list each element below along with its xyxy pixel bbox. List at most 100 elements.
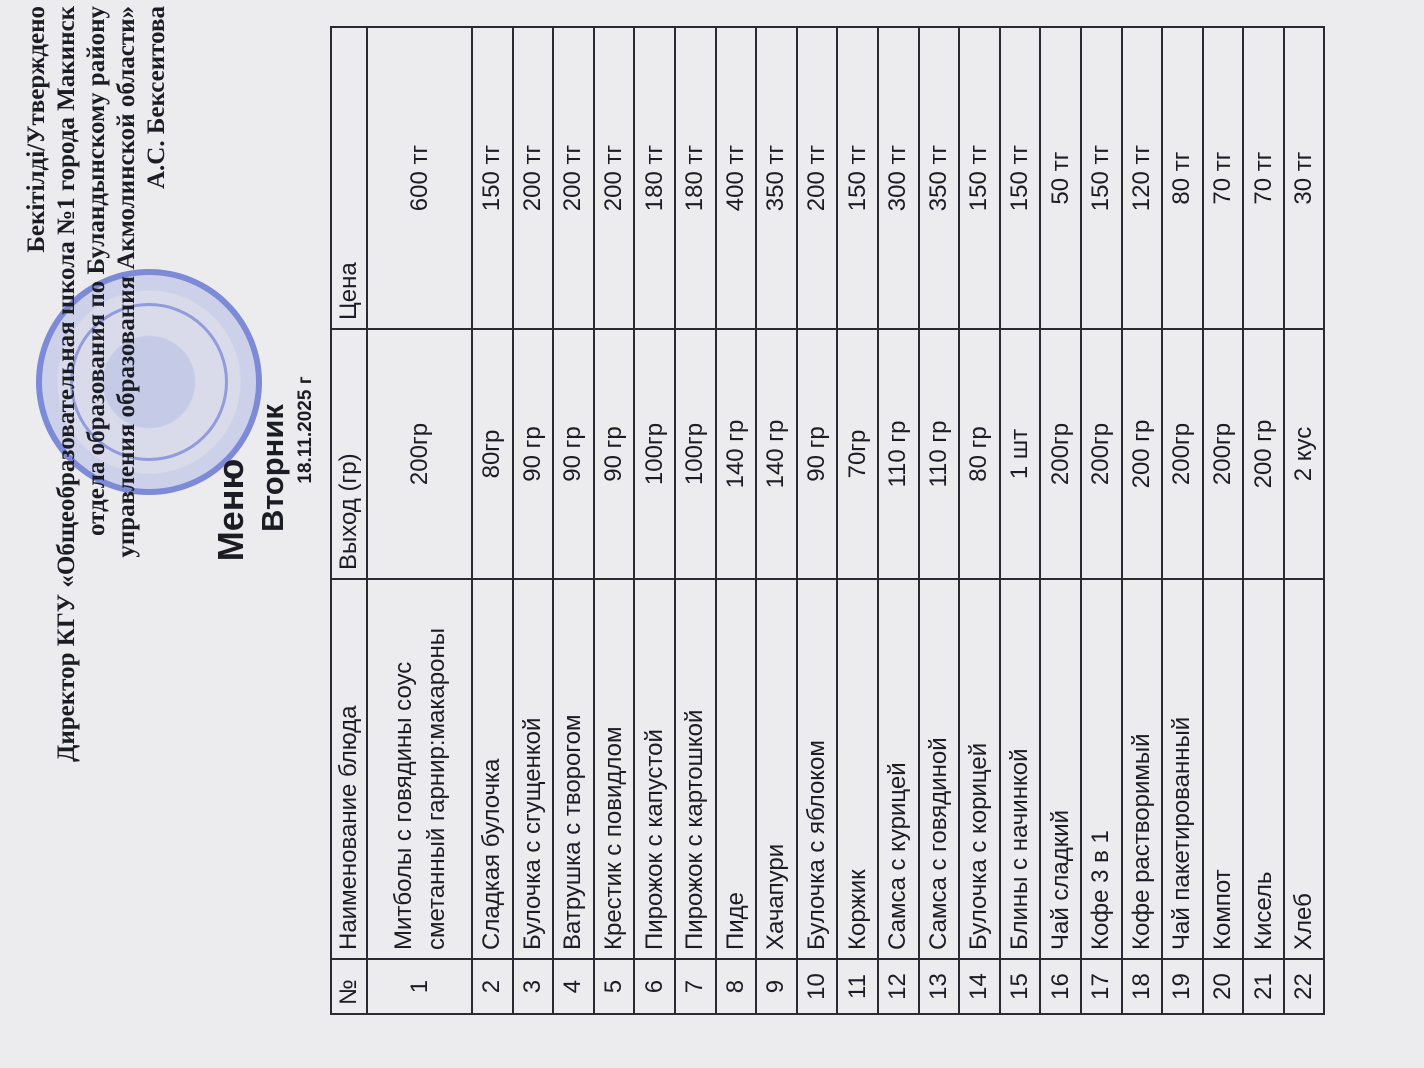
row-number: 6 (634, 959, 675, 1014)
price: 150 тг (472, 27, 513, 329)
row-number: 13 (918, 959, 960, 1014)
portion: 200гр (1202, 329, 1244, 579)
price: 80 тг (1162, 27, 1203, 329)
table-row: 13 Самса с говядиной 110 гр 350 тг (918, 27, 960, 1014)
dish-name: Булочка с корицей (959, 579, 1000, 959)
table-row: 1 Митболы с говядины соус сметанный гарни… (367, 27, 472, 1014)
price: 70 тг (1243, 27, 1284, 329)
dish-name: Ватрушка с творогом (553, 579, 594, 959)
portion: 200 гр (1121, 329, 1163, 579)
date: 18.11.2025 г (295, 376, 316, 484)
dish-name: Пиде (715, 579, 757, 959)
dish-name: Пирожок с картошкой (674, 579, 716, 959)
price: 50 тг (1040, 27, 1081, 329)
dish-name: Кисель (1243, 579, 1284, 959)
row-number: 21 (1243, 959, 1284, 1014)
row-number: 15 (999, 959, 1041, 1014)
portion: 80гр (472, 329, 513, 579)
title: Меню (210, 458, 251, 562)
row-number: 9 (756, 959, 797, 1014)
row-number: 19 (1162, 959, 1203, 1014)
portion: 200гр (1162, 329, 1203, 579)
portion: 90 гр (512, 329, 554, 579)
portion: 200 гр (1243, 329, 1284, 579)
row-number: 4 (553, 959, 594, 1014)
table-row: 15 Блины с начинкой 1 шт 150 тг (999, 27, 1041, 1014)
price: 30 тг (1283, 27, 1325, 329)
dish-name: Блины с начинкой (999, 579, 1041, 959)
table-row: 3 Булочка с сгущенкой 90 гр 200 тг (512, 27, 554, 1014)
portion: 200гр (367, 329, 472, 579)
table-row: 9 Хачапури 140 гр 350 тг (756, 27, 797, 1014)
signature: А.С. Бексеитова (143, 6, 170, 189)
row-number: 1 (367, 959, 472, 1014)
price: 120 тг (1121, 27, 1163, 329)
table-row: 5 Крестик с повидлом 90 гр 200 тг (593, 27, 635, 1014)
table-row: 8 Пиде 140 гр 400 тг (715, 27, 757, 1014)
dish-name: Чай пакетированный (1162, 579, 1203, 959)
dish-name: Митболы с говядины соус сметанный гарнир… (367, 579, 472, 959)
price: 150 тг (959, 27, 1000, 329)
dish-name: Сладкая булочка (472, 579, 513, 959)
portion: 100гр (674, 329, 716, 579)
portion: 90 гр (796, 329, 838, 579)
portion: 70гр (837, 329, 878, 579)
row-number: 12 (877, 959, 919, 1014)
price: 350 тг (918, 27, 960, 329)
portion: 140 гр (756, 329, 797, 579)
table-row: 16 Чай сладкий 200гр 50 тг (1040, 27, 1081, 1014)
table-row: 2 Сладкая булочка 80гр 150 тг (472, 27, 513, 1014)
row-number: 3 (512, 959, 554, 1014)
dish-name: Кофе растворимый (1121, 579, 1163, 959)
price: 180 тг (674, 27, 716, 329)
row-number: 7 (674, 959, 716, 1014)
dish-name: Самса с говядиной (918, 579, 960, 959)
table-row: 22 Хлеб 2 кус 30 тг (1283, 27, 1325, 1014)
row-number: 17 (1080, 959, 1122, 1014)
portion: 80 гр (959, 329, 1000, 579)
table-row: 19 Чай пакетированный 200гр 80 тг (1162, 27, 1203, 1014)
table-row: 14 Булочка с корицей 80 гр 150 тг (959, 27, 1000, 1014)
row-number: 5 (593, 959, 635, 1014)
price: 400 тг (715, 27, 757, 329)
portion: 1 шт (999, 329, 1041, 579)
price: 150 тг (837, 27, 878, 329)
dish-name: Хлеб (1283, 579, 1325, 959)
dish-name: Самса с курицей (877, 579, 919, 959)
price: 70 тг (1202, 27, 1244, 329)
table-row: 10 Булочка с яблоком 90 гр 200 тг (796, 27, 838, 1014)
row-number: 8 (715, 959, 757, 1014)
dish-name: Крестик с повидлом (593, 579, 635, 959)
dish-name: Булочка с сгущенкой (512, 579, 554, 959)
table-row: 6 Пирожок с капустой 100гр 180 тг (634, 27, 675, 1014)
dish-name: Коржик (837, 579, 878, 959)
table-body: 1 Митболы с говядины соус сметанный гарни… (367, 27, 1325, 1014)
dish-name: Компот (1202, 579, 1244, 959)
dish-name: Чай сладкий (1040, 579, 1081, 959)
dish-name: Пирожок с капустой (634, 579, 675, 959)
price: 350 тг (756, 27, 797, 329)
column-header: № (331, 959, 367, 1014)
price: 600 тг (367, 27, 472, 329)
price: 150 тг (999, 27, 1041, 329)
portion: 140 гр (715, 329, 757, 579)
row-number: 16 (1040, 959, 1081, 1014)
price: 200 тг (796, 27, 838, 329)
column-header: Выход (гр) (331, 329, 367, 579)
portion: 90 гр (553, 329, 594, 579)
row-number: 20 (1202, 959, 1244, 1014)
table-row: 11 Коржик 70гр 150 тг (837, 27, 878, 1014)
row-number: 11 (837, 959, 878, 1014)
table-row: 7 Пирожок с картошкой 100гр 180 тг (674, 27, 716, 1014)
approval-header: Бекітілді/Утверждено Директор КГУ «Общео… (22, 6, 172, 762)
price: 300 тг (877, 27, 919, 329)
header-line: управления образования Акмолинской облас… (113, 6, 140, 558)
row-number: 18 (1121, 959, 1163, 1014)
column-header: Наименование блюда (331, 579, 367, 959)
table-row: 21 Кисель 200 гр 70 тг (1243, 27, 1284, 1014)
header-line: Директор КГУ «Общеобразовательная школа … (53, 6, 80, 762)
portion: 110 гр (877, 329, 919, 579)
dish-name: Хачапури (756, 579, 797, 959)
